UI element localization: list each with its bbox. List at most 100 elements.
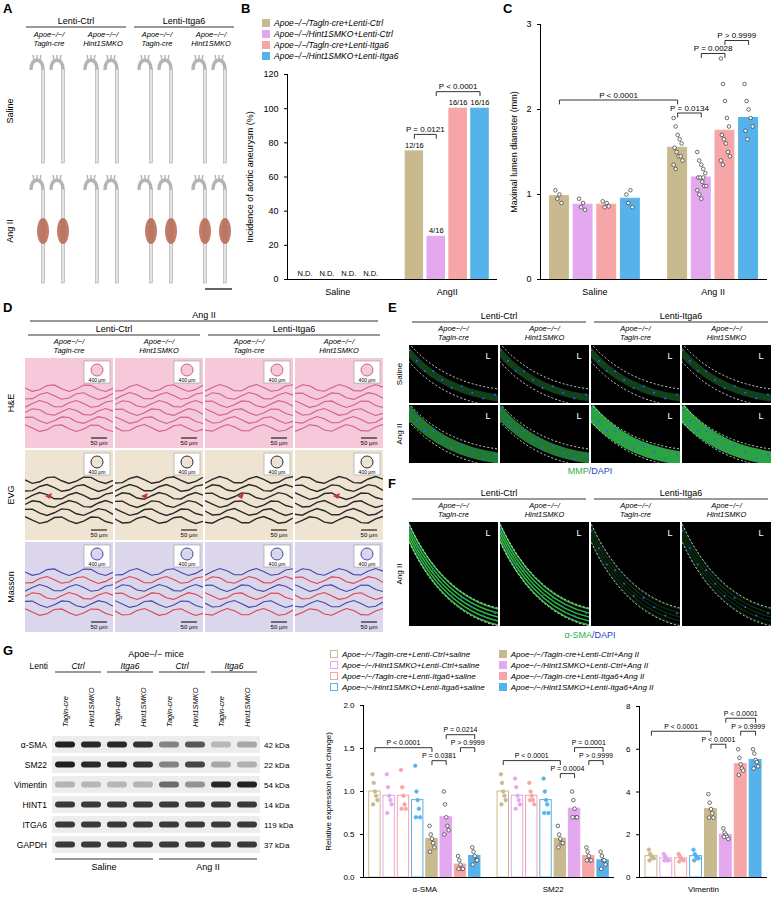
svg-text:L: L — [667, 528, 672, 538]
svg-text:Apoe−/−/: Apoe−/−/ — [195, 30, 227, 39]
svg-text:P = 0.0028: P = 0.0028 — [694, 44, 733, 53]
svg-text:Tagln-cre: Tagln-cre — [438, 333, 469, 342]
svg-text:1: 1 — [526, 189, 531, 199]
svg-text:400 μm: 400 μm — [269, 377, 286, 383]
svg-text:A: A — [3, 1, 13, 16]
svg-text:P = 0.0134: P = 0.0134 — [670, 104, 709, 113]
svg-text:16/16: 16/16 — [449, 98, 468, 107]
svg-text:L: L — [485, 351, 490, 361]
svg-text:Ang II: Ang II — [395, 564, 404, 585]
svg-text:80: 80 — [268, 138, 278, 148]
svg-text:50 μm: 50 μm — [91, 532, 108, 538]
svg-text:Hint1SMKO: Hint1SMKO — [707, 333, 747, 342]
svg-text:50 μm: 50 μm — [181, 624, 198, 630]
svg-text:α-SMA/DAPI: α-SMA/DAPI — [564, 630, 615, 640]
svg-text:12/16: 12/16 — [405, 141, 424, 150]
svg-text:Hint1SMKO: Hint1SMKO — [707, 510, 747, 519]
svg-text:Hint1SMKO: Hint1SMKO — [87, 687, 96, 727]
svg-text:Tagln-cre: Tagln-cre — [620, 510, 651, 519]
svg-text:Relative expression (fold chan: Relative expression (fold change) — [324, 732, 333, 851]
svg-text:L: L — [485, 528, 490, 538]
svg-text:Hint1SMKO: Hint1SMKO — [139, 346, 179, 355]
svg-text:P > 0.9999: P > 0.9999 — [717, 31, 756, 40]
svg-text:Apoe−/−/: Apoe−/−/ — [233, 337, 265, 346]
svg-text:16/16: 16/16 — [471, 98, 490, 107]
svg-text:P = 0.0214: P = 0.0214 — [444, 726, 478, 733]
svg-text:P < 0.0001: P < 0.0001 — [701, 735, 735, 742]
svg-text:Lenti-Ctrl: Lenti-Ctrl — [481, 488, 518, 498]
svg-text:Lenti-Ctrl: Lenti-Ctrl — [96, 324, 133, 334]
svg-text:6: 6 — [626, 745, 631, 754]
svg-text:119 kDa: 119 kDa — [264, 821, 294, 830]
svg-text:50 μm: 50 μm — [91, 624, 108, 630]
svg-text:22 kDa: 22 kDa — [264, 761, 290, 770]
svg-text:Tagln-cre: Tagln-cre — [113, 696, 122, 727]
svg-text:L: L — [667, 351, 672, 361]
svg-text:400 μm: 400 μm — [89, 377, 106, 383]
svg-text:2: 2 — [626, 830, 631, 839]
svg-text:Apoe−/−/: Apoe−/−/ — [33, 30, 65, 39]
svg-text:400 μm: 400 μm — [179, 561, 196, 567]
svg-text:Hint1SMKO: Hint1SMKO — [191, 39, 231, 48]
svg-text:Tagln-cre: Tagln-cre — [34, 39, 65, 48]
svg-text:400 μm: 400 μm — [269, 561, 286, 567]
svg-text:Vimentin: Vimentin — [14, 780, 47, 790]
svg-text:Lenti-Ctrl: Lenti-Ctrl — [481, 311, 518, 321]
svg-text:Ang II: Ang II — [196, 862, 220, 872]
svg-text:Lenti-Itga6: Lenti-Itga6 — [273, 324, 316, 334]
svg-text:AngII: AngII — [437, 287, 458, 297]
svg-text:0: 0 — [526, 274, 531, 284]
svg-text:SM22: SM22 — [25, 760, 47, 770]
svg-text:P < 0.0001: P < 0.0001 — [515, 752, 549, 759]
svg-text:400 μm: 400 μm — [89, 469, 106, 475]
svg-text:Apoe−/−/: Apoe−/−/ — [710, 501, 742, 510]
svg-text:Ang II: Ang II — [395, 424, 404, 445]
svg-text:42 kDa: 42 kDa — [264, 741, 290, 750]
svg-text:Saline: Saline — [582, 287, 607, 297]
svg-text:N.D.: N.D. — [319, 269, 334, 278]
svg-text:P < 0.0001: P < 0.0001 — [439, 82, 478, 91]
svg-text:Apoe−/−/: Apoe−/−/ — [143, 337, 175, 346]
svg-text:EVG: EVG — [6, 485, 16, 504]
svg-text:3: 3 — [526, 19, 531, 29]
svg-text:P > 0.9999: P > 0.9999 — [731, 722, 765, 729]
svg-text:F: F — [388, 476, 396, 491]
svg-text:D: D — [3, 300, 12, 315]
svg-text:L: L — [576, 411, 581, 421]
svg-text:Apoe−/−/: Apoe−/−/ — [87, 30, 119, 39]
svg-text:P = 0.0001: P = 0.0001 — [572, 739, 606, 746]
svg-text:P > 0.9999: P > 0.9999 — [579, 752, 613, 759]
svg-text:E: E — [388, 300, 397, 315]
svg-text:Hint1SMKO: Hint1SMKO — [191, 687, 200, 727]
svg-text:Saline: Saline — [5, 98, 15, 123]
svg-text:50 μm: 50 μm — [271, 624, 288, 630]
svg-text:L: L — [758, 351, 763, 361]
svg-text:L: L — [667, 411, 672, 421]
svg-text:1.5: 1.5 — [343, 744, 355, 753]
svg-text:P > 0.9999: P > 0.9999 — [451, 739, 485, 746]
svg-text:8: 8 — [626, 702, 631, 711]
svg-text:MMP/DAPI: MMP/DAPI — [568, 466, 613, 476]
svg-text:Tagln-cre: Tagln-cre — [620, 333, 651, 342]
svg-text:50 μm: 50 μm — [361, 532, 378, 538]
svg-text:L: L — [485, 411, 490, 421]
svg-text:C: C — [503, 1, 513, 16]
svg-text:Tagln-cre: Tagln-cre — [54, 346, 85, 355]
svg-text:Hint1SMKO: Hint1SMKO — [83, 39, 123, 48]
svg-text:0.5: 0.5 — [343, 830, 355, 839]
svg-text:L: L — [758, 411, 763, 421]
svg-text:50 μm: 50 μm — [181, 532, 198, 538]
svg-text:G: G — [3, 643, 13, 658]
svg-text:Ctrl: Ctrl — [175, 661, 189, 671]
svg-text:50 μm: 50 μm — [361, 440, 378, 446]
svg-text:50 μm: 50 μm — [271, 440, 288, 446]
svg-text:Tagln-cre: Tagln-cre — [142, 39, 173, 48]
svg-text:B: B — [241, 1, 250, 16]
svg-text:14 kDa: 14 kDa — [264, 801, 290, 810]
svg-text:Apoe−/−/: Apoe−/−/ — [528, 501, 560, 510]
svg-text:N.D.: N.D. — [341, 269, 356, 278]
svg-text:P = 0.0004: P = 0.0004 — [550, 765, 584, 772]
svg-text:37 kDa: 37 kDa — [264, 841, 290, 850]
svg-text:54 kDa: 54 kDa — [264, 781, 290, 790]
svg-text:400 μm: 400 μm — [269, 469, 286, 475]
